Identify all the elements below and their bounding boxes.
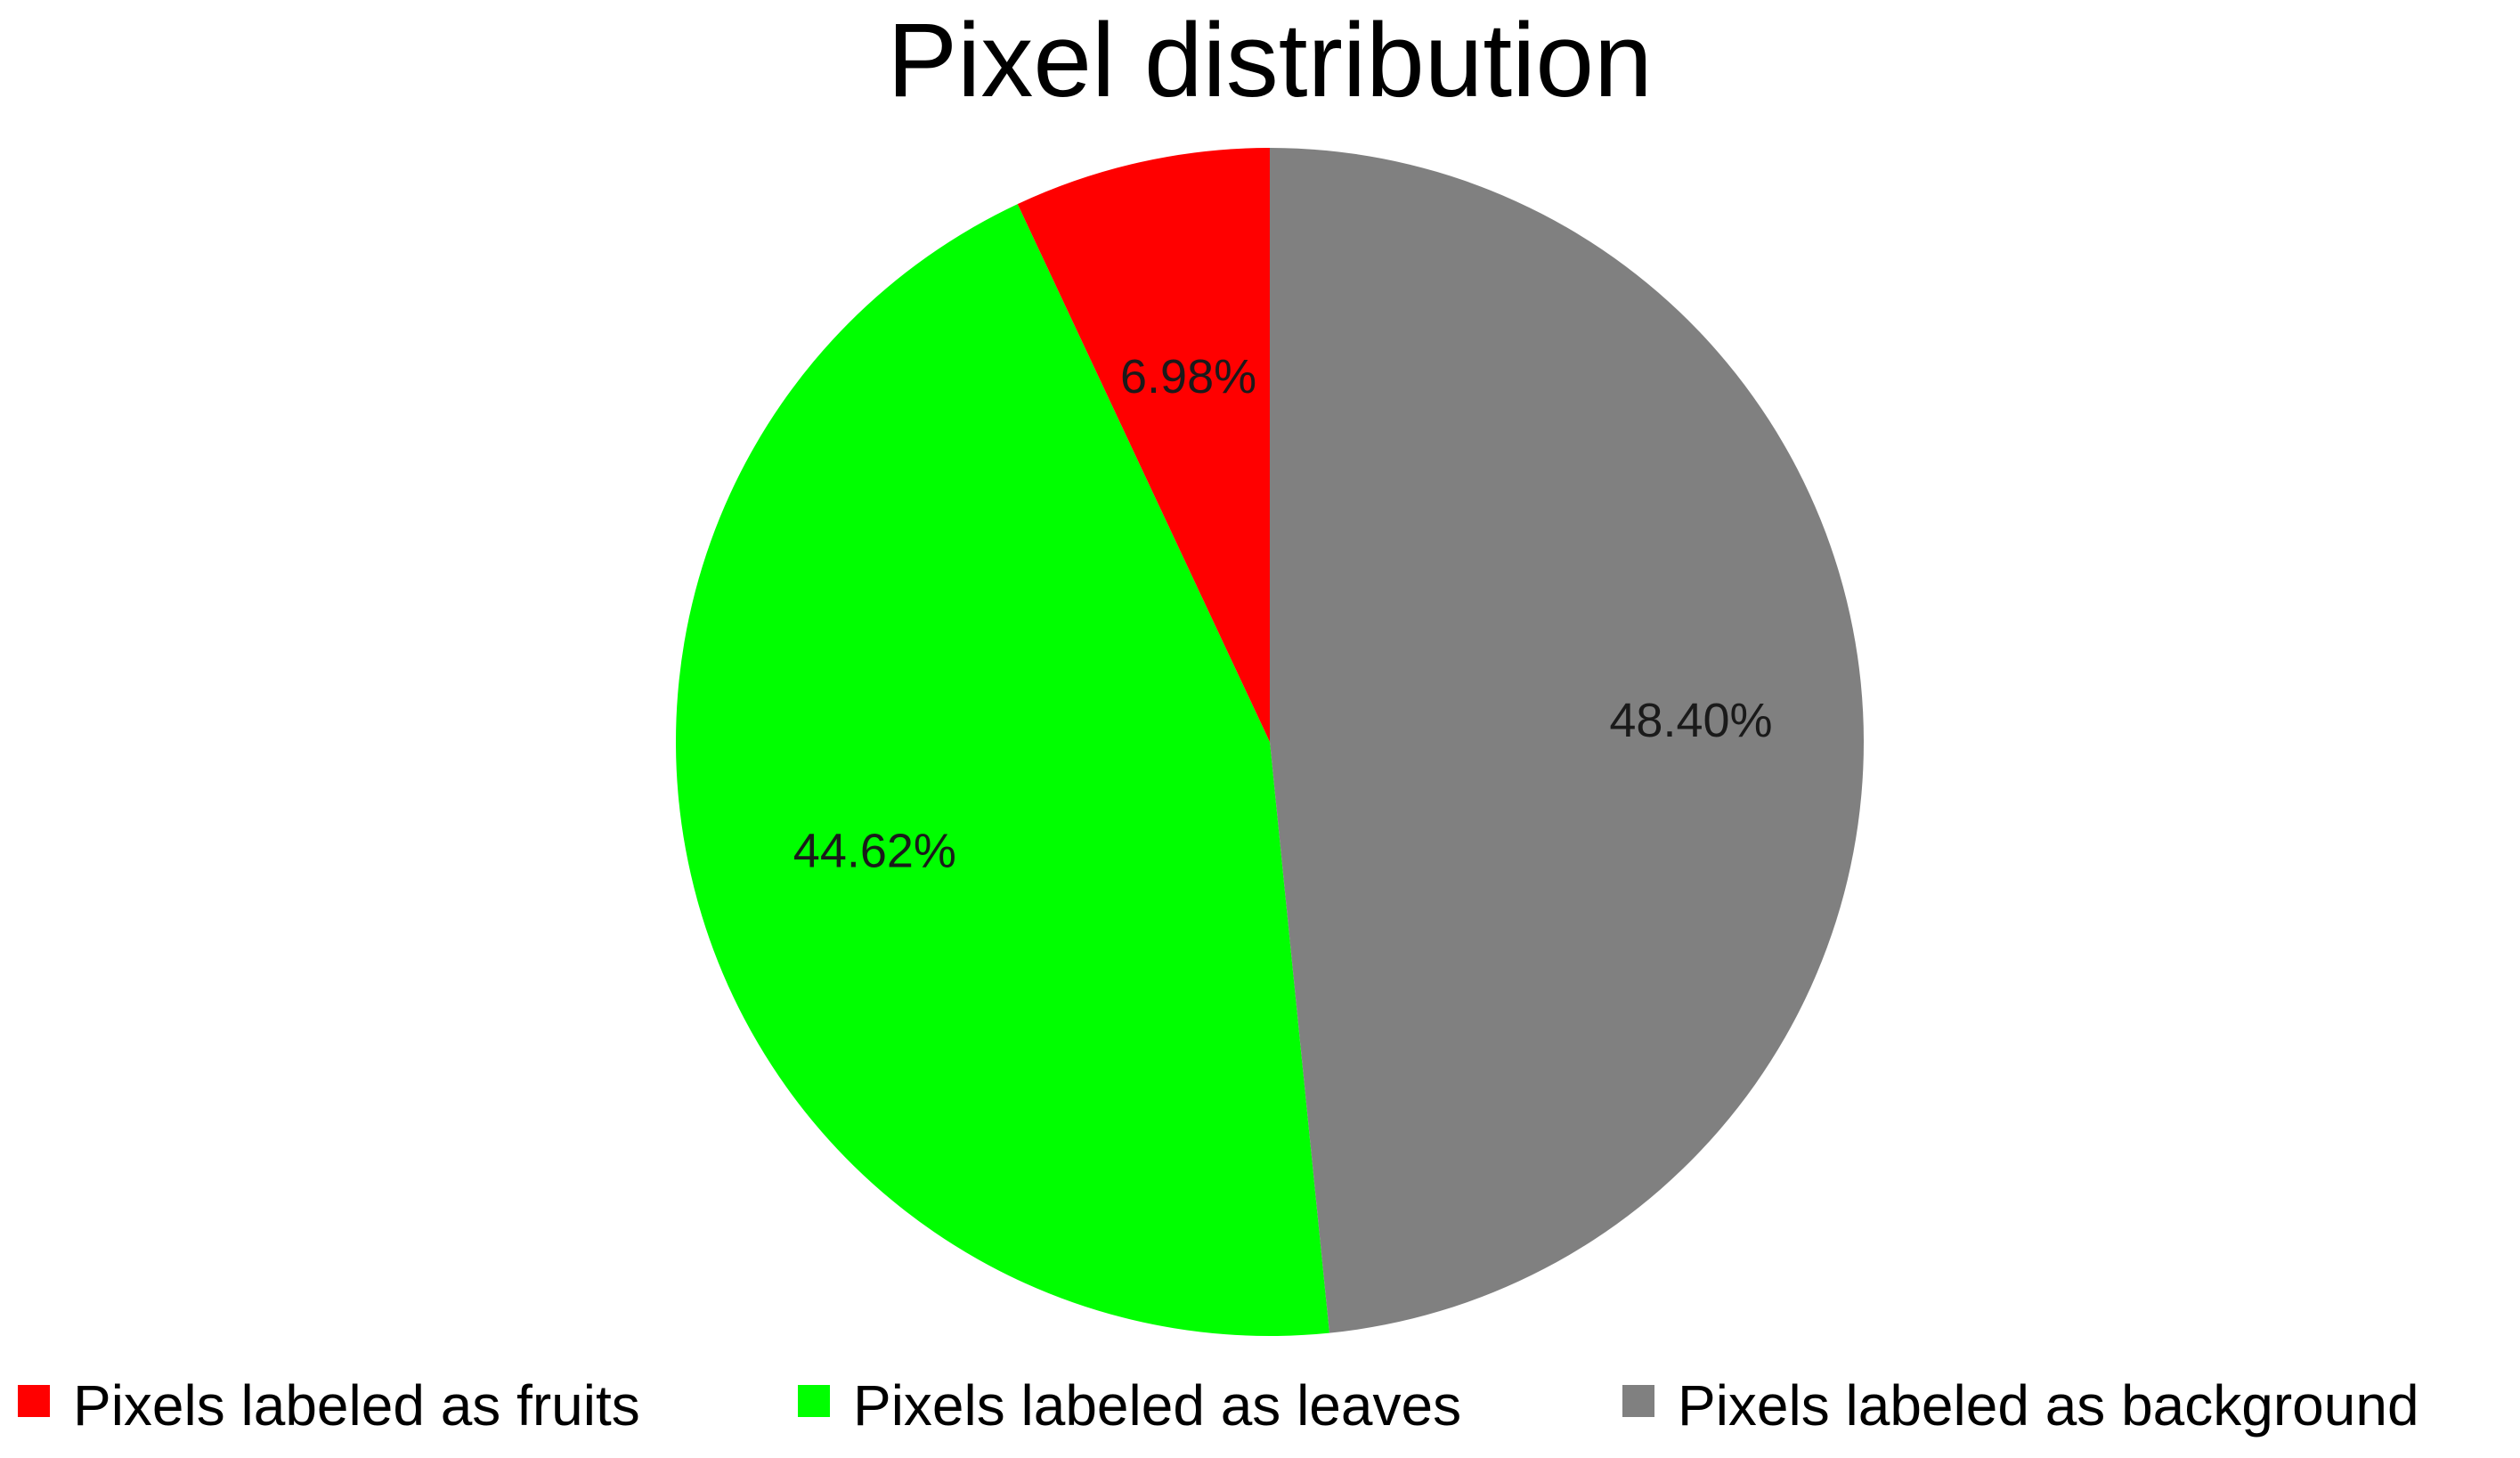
legend-swatch-pixels-labeled-as-fruits (18, 1385, 50, 1417)
pie-slice-pixels-labeled-as-background (1270, 148, 1864, 1333)
pie-slices (676, 148, 1864, 1337)
pie-slice-pixels-labeled-as-fruits (1017, 148, 1270, 742)
legend-label-pixels-labeled-as-fruits: Pixels labeled as fruits (73, 1373, 640, 1438)
legend-swatch-pixels-labeled-as-background (1622, 1385, 1654, 1417)
pie-slice-labels: 48.40% 44.62% 6.98% (793, 350, 1773, 878)
legend: Pixels labeled as fruits Pixels labeled a… (18, 1373, 2419, 1438)
legend-label-pixels-labeled-as-background: Pixels labeled as background (1678, 1373, 2419, 1438)
slice-label-pixels-labeled-as-fruits: 6.98% (1120, 350, 1256, 403)
legend-label-pixels-labeled-as-leaves: Pixels labeled as leaves (853, 1373, 1461, 1438)
chart-title: Pixel distribution (887, 2, 1652, 119)
slice-label-pixels-labeled-as-leaves: 44.62% (793, 825, 956, 878)
pie-slice-pixels-labeled-as-leaves (676, 204, 1329, 1337)
legend-swatch-pixels-labeled-as-leaves (798, 1385, 830, 1417)
slice-label-pixels-labeled-as-background: 48.40% (1609, 694, 1772, 747)
